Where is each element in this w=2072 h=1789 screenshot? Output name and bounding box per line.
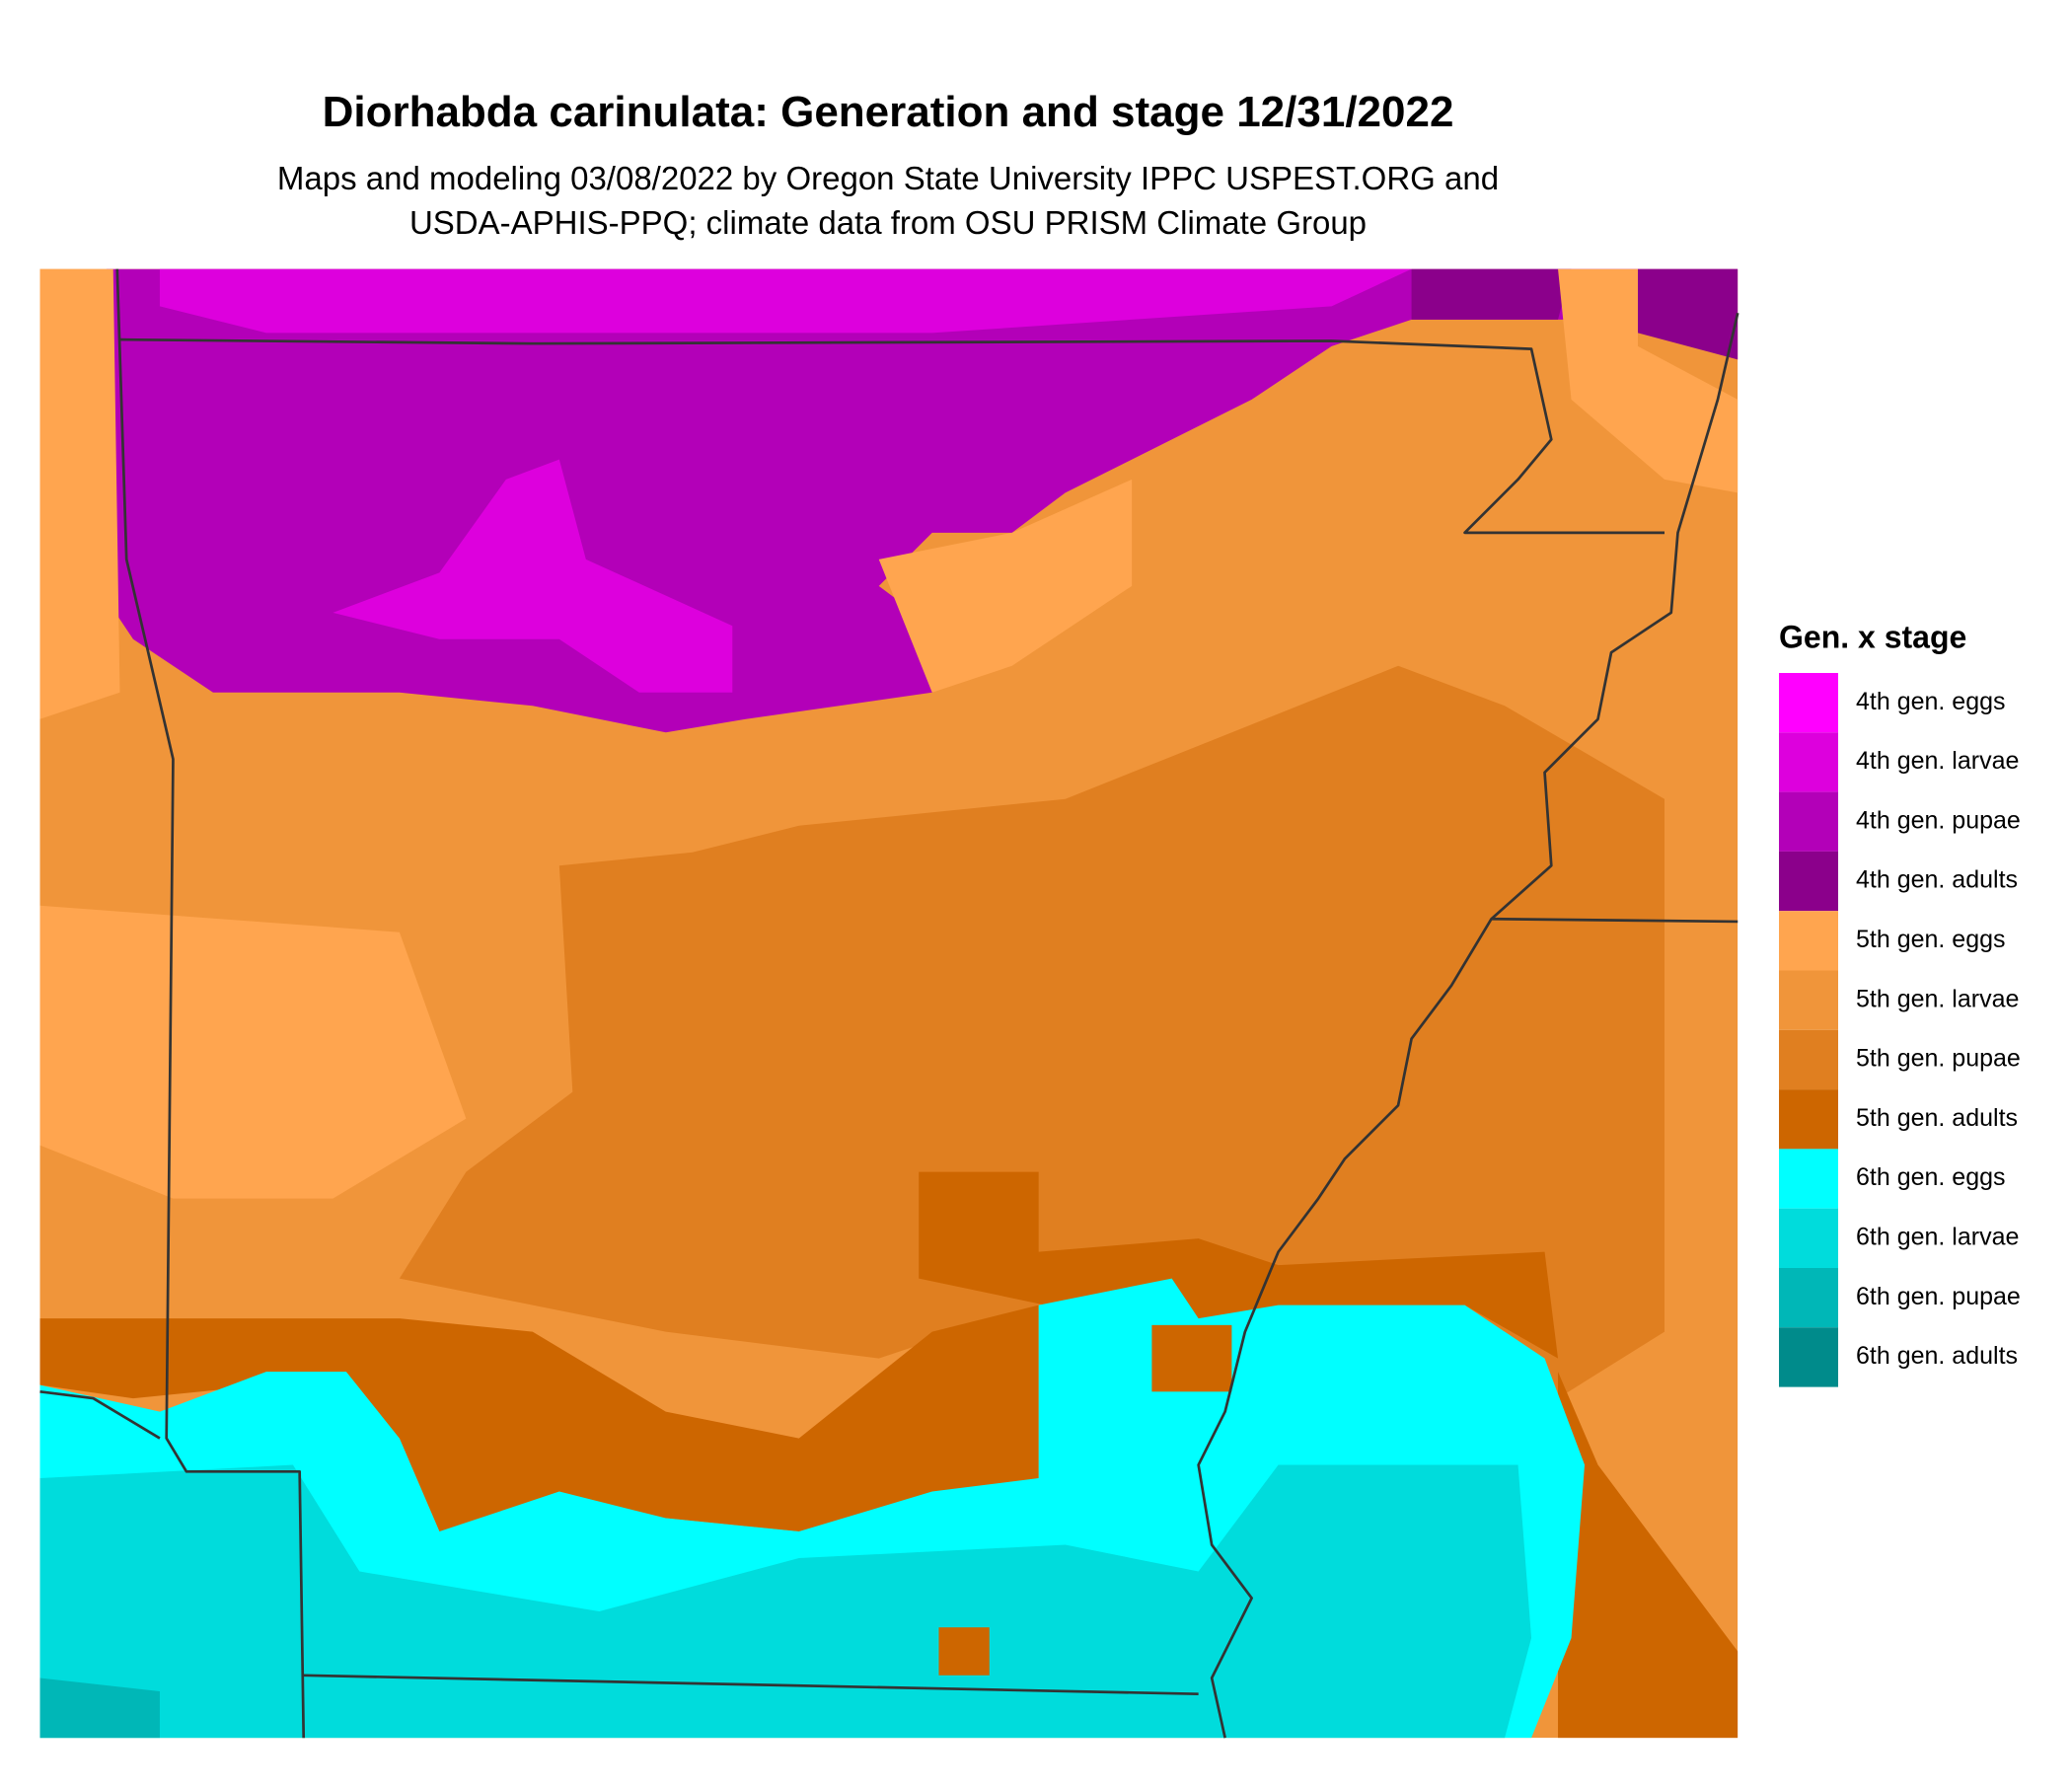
legend-swatch [1779, 791, 1838, 852]
legend-title: Gen. x stage [1779, 619, 1966, 654]
region [39, 1677, 160, 1739]
region [1151, 1324, 1232, 1392]
legend-swatch [1779, 1327, 1838, 1387]
legend-swatch [1779, 911, 1838, 971]
region [159, 268, 1412, 334]
region [878, 479, 1133, 693]
legend-swatch [1779, 1268, 1838, 1328]
region [1558, 268, 1739, 493]
legend-label: 4th gen. adults [1856, 866, 2018, 894]
legend-label: 6th gen. larvae [1856, 1223, 2019, 1250]
map-title: Diorhabda carinulata: Generation and sta… [323, 88, 1454, 136]
legend-swatch [1779, 673, 1838, 733]
state-borders [39, 268, 1739, 1739]
border [303, 1674, 1199, 1696]
legend-label: 6th gen. adults [1856, 1342, 2018, 1370]
map-regions [39, 268, 1739, 1739]
legend-label: 4th gen. eggs [1856, 688, 2006, 715]
legend-label: 5th gen. pupae [1856, 1045, 2021, 1073]
border [1197, 312, 1739, 1739]
region [1558, 1372, 1739, 1739]
region [938, 1627, 990, 1676]
region [39, 268, 120, 719]
legend-swatch [1779, 1029, 1838, 1090]
legend-label: 6th gen. eggs [1856, 1163, 2006, 1191]
legend-swatch [1779, 1089, 1838, 1150]
border [1491, 917, 1739, 924]
region [1411, 268, 1572, 320]
border [115, 268, 306, 1739]
legend-label: 6th gen. pupae [1856, 1283, 2021, 1310]
legend-swatch [1779, 851, 1838, 912]
map-subtitle: USDA-APHIS-PPQ; climate data from OSU PR… [409, 204, 1367, 241]
region [39, 905, 467, 1199]
legend-swatch [1779, 970, 1838, 1030]
legend-label: 5th gen. adults [1856, 1104, 2018, 1132]
legend-label: 4th gen. larvae [1856, 747, 2019, 775]
legend-label: 4th gen. pupae [1856, 806, 2021, 834]
legend: 4th gen. eggs 4th gen. larvae 4th gen. pup… [1779, 673, 2021, 1387]
legend-swatch [1779, 1208, 1838, 1268]
region [333, 459, 733, 693]
legend-swatch [1779, 1149, 1838, 1209]
border [119, 337, 1665, 535]
region [39, 1304, 1039, 1532]
map [39, 268, 1739, 1739]
region [399, 665, 1665, 1399]
legend-swatch [1779, 732, 1838, 792]
region [39, 1464, 1532, 1739]
legend-label: 5th gen. larvae [1856, 985, 2019, 1012]
region [1638, 268, 1739, 360]
map-subtitle: Maps and modeling 03/08/2022 by Oregon S… [277, 160, 1499, 196]
border [39, 1389, 161, 1440]
legend-label: 5th gen. eggs [1856, 926, 2006, 953]
